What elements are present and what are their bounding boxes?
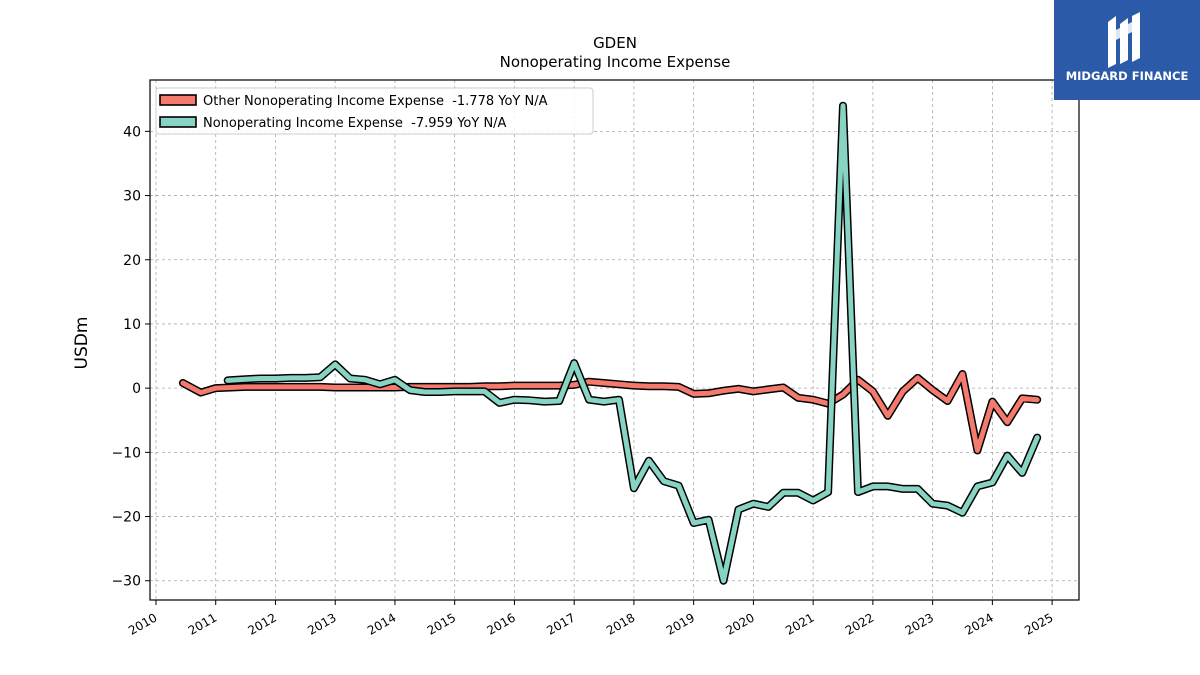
x-tick-label: 2025 xyxy=(1022,610,1055,637)
x-tick-label: 2018 xyxy=(604,610,637,637)
legend-box xyxy=(155,87,594,135)
brand-logo: MIDGARD FINANCE xyxy=(1054,0,1200,100)
x-tick-label: 2016 xyxy=(484,610,517,637)
x-tick-label: 2015 xyxy=(425,610,458,637)
legend-label-series-2: Nonoperating Income Expense -7.959 YoY N… xyxy=(203,116,507,131)
grid-lines xyxy=(150,80,1079,600)
legend-swatch-series-1 xyxy=(159,94,197,106)
y-tick-label: −30 xyxy=(111,574,141,590)
y-tick-label: 0 xyxy=(132,381,141,397)
x-tick-label: 2017 xyxy=(544,610,577,637)
x-tick-label: 2019 xyxy=(664,610,697,637)
legend-swatch-series-2 xyxy=(159,116,197,128)
y-tick-label: −20 xyxy=(111,510,141,526)
x-tick-label: 2023 xyxy=(903,610,936,637)
legend-label-series-1: Other Nonoperating Income Expense -1.778… xyxy=(203,94,548,109)
y-tick-label: 20 xyxy=(123,253,141,269)
y-tick-label: 10 xyxy=(123,317,141,333)
x-tick-label: 2011 xyxy=(186,610,219,637)
chart-title: GDEN xyxy=(593,34,637,52)
x-tick-label: 2010 xyxy=(126,610,159,637)
legend: Other Nonoperating Income Expense -1.778… xyxy=(155,87,594,135)
series-line-1 xyxy=(180,371,1040,453)
midgard-m-logo-icon xyxy=(1108,12,1140,68)
series-outline-2 xyxy=(223,101,1042,585)
x-tick-label: 2012 xyxy=(246,610,279,637)
x-tick-label: 2021 xyxy=(783,610,816,637)
x-axis-ticks: 2010 2011 2012 2013 2014 2015 2016 2017 2018 2019… xyxy=(126,600,1056,638)
series-line-2 xyxy=(225,103,1040,584)
plot-frame xyxy=(149,79,1080,601)
x-tick-label: 2014 xyxy=(365,610,398,637)
y-axis-label: USDm xyxy=(72,317,92,370)
brand-name: MIDGARD FINANCE xyxy=(1065,69,1189,83)
x-tick-label: 2020 xyxy=(723,610,756,637)
chart-subtitle: Nonoperating Income Expense xyxy=(500,53,731,71)
y-tick-label: 40 xyxy=(123,124,141,140)
x-tick-label: 2024 xyxy=(962,610,995,637)
y-tick-label: 30 xyxy=(123,189,141,205)
y-axis-ticks: −30 −20 −10 0 10 20 30 40 xyxy=(111,124,150,590)
series-lines xyxy=(178,101,1042,585)
x-tick-label: 2022 xyxy=(843,610,876,637)
y-tick-label: −10 xyxy=(111,445,141,461)
x-tick-label: 2013 xyxy=(305,610,338,637)
